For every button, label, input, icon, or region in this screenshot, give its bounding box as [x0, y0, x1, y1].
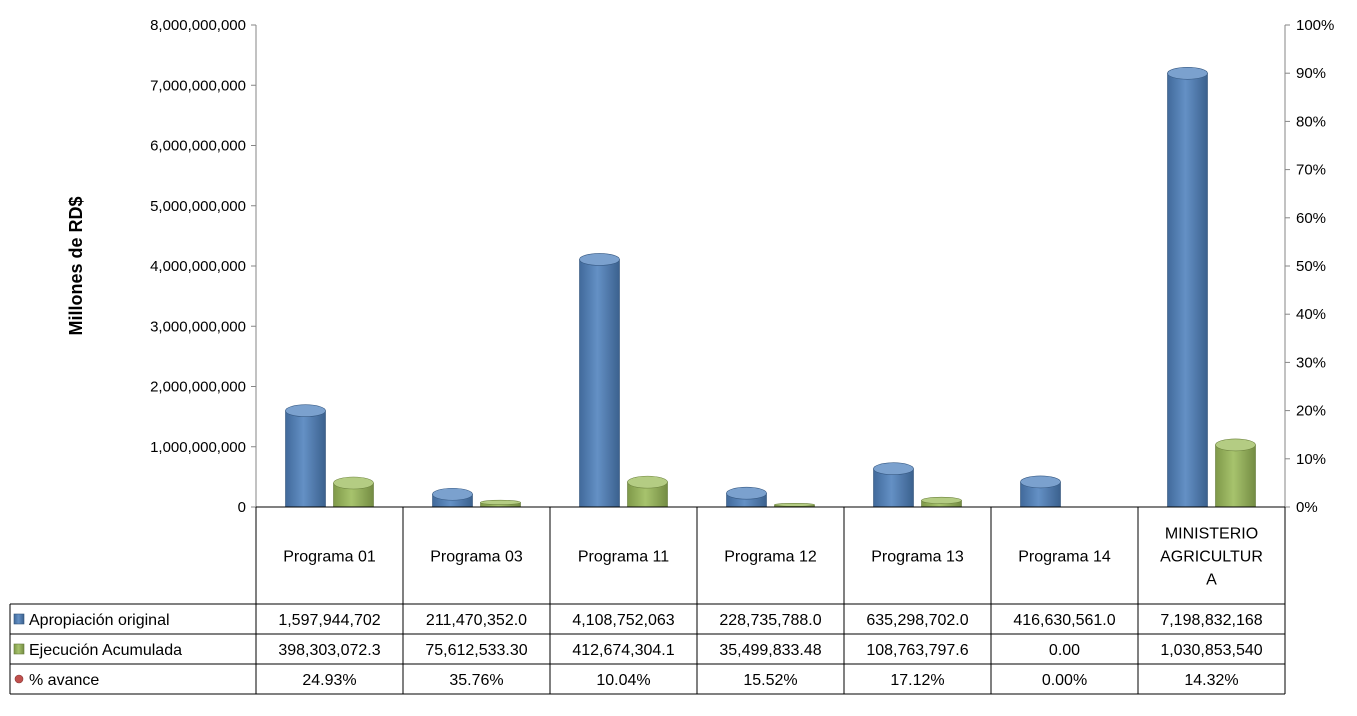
bar-apropiacion — [285, 410, 326, 508]
category-label: Programa 12 — [724, 549, 817, 566]
y-tick-label: 3,000,000,000 — [150, 318, 246, 335]
bar-top-apropiacion — [1020, 475, 1061, 489]
category-label: Programa 01 — [283, 549, 376, 566]
y2-tick-label: 40% — [1296, 306, 1326, 323]
legend-marker-avance — [14, 674, 24, 684]
y-tick-label: 1,000,000,000 — [150, 439, 246, 456]
category-label: MINISTERIO — [1165, 526, 1258, 543]
bar-top-apropiacion — [579, 253, 620, 266]
legend-key-ejecucion — [13, 643, 25, 655]
series-name: Apropiación original — [29, 612, 170, 629]
data-table-cell: 10.04% — [596, 672, 650, 689]
bar-ejecucion — [1215, 444, 1256, 508]
y2-tick-label: 50% — [1296, 258, 1326, 275]
data-table-cell: 17.12% — [890, 672, 944, 689]
series-name: % avance — [29, 672, 99, 689]
bar-top-ejecucion — [774, 503, 815, 507]
y-tick-label: 2,000,000,000 — [150, 379, 246, 396]
y2-tick-label: 10% — [1296, 451, 1326, 468]
data-table-cell: 398,303,072.3 — [278, 642, 380, 659]
category-label: Programa 03 — [430, 549, 523, 566]
data-table-cell: 0.00% — [1042, 672, 1087, 689]
category-label: A — [1206, 572, 1217, 589]
bar-apropiacion — [579, 259, 620, 508]
bar-top-ejecucion — [1215, 438, 1256, 452]
category-label: Programa 14 — [1018, 549, 1111, 566]
legend-key-apropiacion — [13, 613, 25, 625]
bar-top-apropiacion — [873, 462, 914, 476]
y2-tick-label: 30% — [1296, 354, 1326, 371]
series-name: Ejecución Acumulada — [29, 642, 182, 659]
bar-top-apropiacion — [285, 404, 326, 418]
bar-top-apropiacion — [432, 487, 473, 501]
data-table-cell: 75,612,533.30 — [425, 642, 527, 659]
y2-tick-label: 70% — [1296, 162, 1326, 179]
y-tick-label: 7,000,000,000 — [150, 77, 246, 94]
y-tick-label: 4,000,000,000 — [150, 258, 246, 275]
bar-top-ejecucion — [627, 475, 668, 489]
y2-tick-label: 60% — [1296, 210, 1326, 227]
category-label: Programa 11 — [578, 549, 669, 566]
data-table-cell: 0.00 — [1049, 642, 1080, 659]
y2-tick-label: 20% — [1296, 403, 1326, 420]
bar-top-apropiacion — [726, 486, 767, 500]
y-tick-label: 6,000,000,000 — [150, 138, 246, 155]
data-table-cell: 35,499,833.48 — [719, 642, 821, 659]
y2-tick-label: 90% — [1296, 65, 1326, 82]
category-label: AGRICULTUR — [1160, 549, 1263, 566]
data-table-cell: 416,630,561.0 — [1013, 612, 1115, 629]
bar-top-ejecucion — [480, 499, 521, 506]
data-table-cell: 1,597,944,702 — [278, 612, 380, 629]
bar-apropiacion — [1167, 72, 1208, 508]
y2-tick-label: 0% — [1296, 499, 1318, 516]
data-table-cell: 4,108,752,063 — [572, 612, 674, 629]
data-table-cell: 35.76% — [449, 672, 503, 689]
data-table-cell: 412,674,304.1 — [572, 642, 674, 659]
bar-top-ejecucion — [921, 496, 962, 505]
y-tick-label: 0 — [238, 499, 246, 516]
data-table-cell: 1,030,853,540 — [1160, 642, 1262, 659]
data-table-cell: 24.93% — [302, 672, 356, 689]
y-tick-label: 5,000,000,000 — [150, 198, 246, 215]
data-table-cell: 228,735,788.0 — [719, 612, 821, 629]
data-table-cell: 15.52% — [743, 672, 797, 689]
bar-top-apropiacion — [1167, 66, 1208, 80]
data-table-cell: 211,470,352.0 — [426, 612, 527, 629]
y-axis-title: Millones de RD$ — [66, 196, 86, 335]
data-table-cell: 7,198,832,168 — [1160, 612, 1262, 629]
y-tick-label: 8,000,000,000 — [150, 17, 246, 34]
bar-apropiacion — [873, 468, 914, 508]
bar-top-ejecucion — [333, 476, 374, 490]
data-table-cell: 108,763,797.6 — [866, 642, 968, 659]
y2-tick-label: 100% — [1296, 17, 1334, 34]
category-label: Programa 13 — [871, 549, 964, 566]
y2-tick-label: 80% — [1296, 113, 1326, 130]
data-table-cell: 635,298,702.0 — [866, 612, 968, 629]
data-table-cell: 14.32% — [1184, 672, 1238, 689]
